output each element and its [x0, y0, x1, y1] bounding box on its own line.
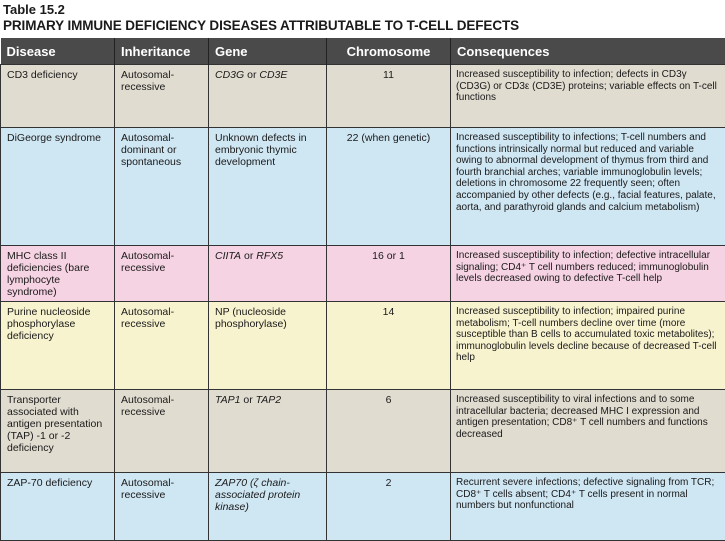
gene-cell: TAP1 or TAP2 — [209, 390, 327, 473]
chromosome-cell: 16 or 1 — [327, 246, 451, 302]
chromosome-cell: 6 — [327, 390, 451, 473]
table-caption: Table 15.2 PRIMARY IMMUNE DEFICIENCY DIS… — [0, 0, 725, 36]
disease-cell: Purine nucleoside phosphorylase deficien… — [1, 302, 115, 390]
header-row: Disease Inheritance Gene Chromosome Cons… — [1, 38, 725, 65]
table-title: PRIMARY IMMUNE DEFICIENCY DISEASES ATTRI… — [3, 17, 725, 34]
table-number: Table 15.2 — [3, 0, 725, 17]
consequences-cell: Increased susceptibility to infection; d… — [451, 65, 725, 128]
header-inheritance: Inheritance — [115, 38, 209, 65]
gene-cell: CD3G or CD3E — [209, 65, 327, 128]
header-consequences: Consequences — [451, 38, 725, 65]
inheritance-cell: Autosomal-recessive — [115, 302, 209, 390]
consequences-cell: Increased susceptibility to viral infect… — [451, 390, 725, 473]
table-row: Transporter associated with antigen pres… — [1, 390, 725, 473]
disease-cell: MHC class II deficiencies (bare lymphocy… — [1, 246, 115, 302]
chromosome-cell: 22 (when genetic) — [327, 128, 451, 246]
table-row: DiGeorge syndrome Autosomal-dominant or … — [1, 128, 725, 246]
gene-cell: CIITA or RFX5 — [209, 246, 327, 302]
disease-cell: Transporter associated with antigen pres… — [1, 390, 115, 473]
table-row: CD3 deficiency Autosomal-recessive CD3G … — [1, 65, 725, 128]
chromosome-cell: 11 — [327, 65, 451, 128]
gene-cell: ZAP70 (ζ chain-associated protein kinase… — [209, 473, 327, 541]
inheritance-cell: Autosomal-recessive — [115, 246, 209, 302]
gene-cell: Unknown defects in embryonic thymic deve… — [209, 128, 327, 246]
inheritance-cell: Autosomal-recessive — [115, 473, 209, 541]
header-chromosome: Chromosome — [327, 38, 451, 65]
inheritance-cell: Autosomal-recessive — [115, 390, 209, 473]
chromosome-cell: 2 — [327, 473, 451, 541]
consequences-cell: Recurrent severe infections; defective s… — [451, 473, 725, 541]
immune-deficiency-table: Disease Inheritance Gene Chromosome Cons… — [0, 38, 725, 541]
consequences-cell: Increased susceptibility to infections; … — [451, 128, 725, 246]
table-row: ZAP-70 deficiency Autosomal-recessive ZA… — [1, 473, 725, 541]
table-row: Purine nucleoside phosphorylase deficien… — [1, 302, 725, 390]
inheritance-cell: Autosomal-dominant or spontaneous — [115, 128, 209, 246]
disease-cell: CD3 deficiency — [1, 65, 115, 128]
inheritance-cell: Autosomal-recessive — [115, 65, 209, 128]
disease-cell: ZAP-70 deficiency — [1, 473, 115, 541]
header-disease: Disease — [1, 38, 115, 65]
consequences-cell: Increased susceptibility to infection; d… — [451, 246, 725, 302]
disease-cell: DiGeorge syndrome — [1, 128, 115, 246]
consequences-cell: Increased susceptibility to infection; i… — [451, 302, 725, 390]
table-row: MHC class II deficiencies (bare lymphocy… — [1, 246, 725, 302]
gene-cell: NP (nucleoside phosphorylase) — [209, 302, 327, 390]
chromosome-cell: 14 — [327, 302, 451, 390]
header-gene: Gene — [209, 38, 327, 65]
